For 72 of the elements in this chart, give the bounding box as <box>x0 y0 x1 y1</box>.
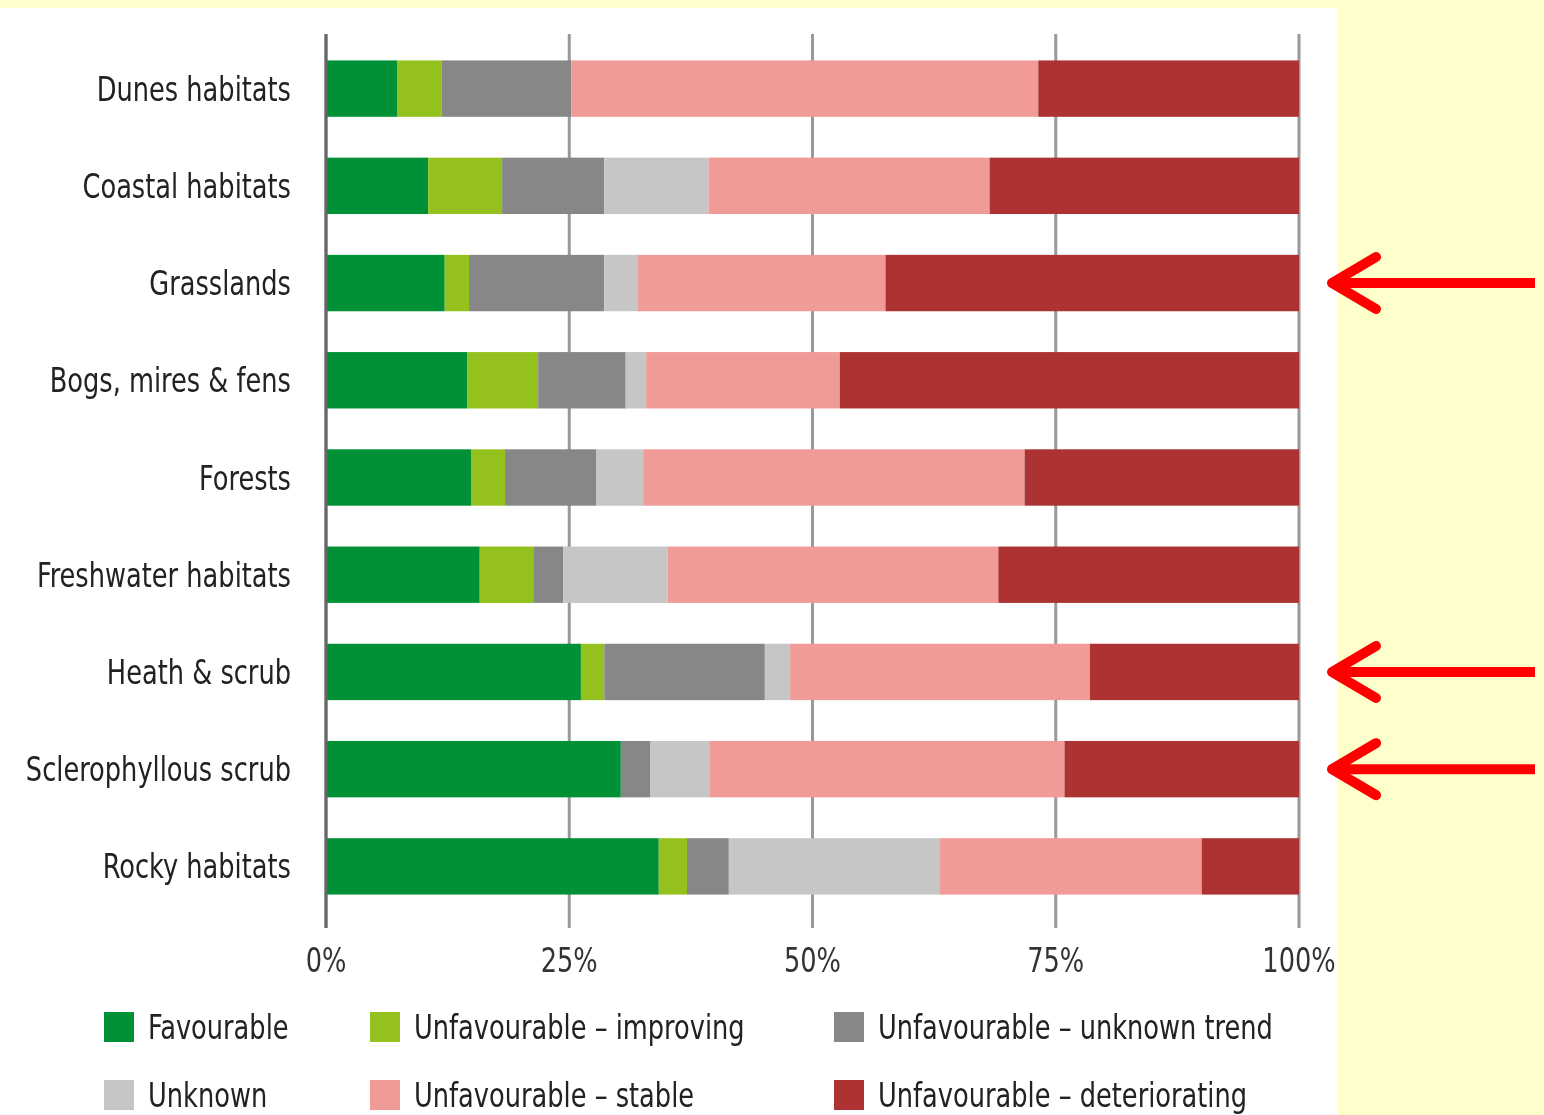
bar <box>326 740 621 798</box>
bar <box>646 352 840 409</box>
x-tick-label: 0% <box>305 940 347 980</box>
bar <box>620 740 651 798</box>
bar <box>470 449 506 506</box>
bar <box>469 254 605 312</box>
bar <box>728 838 940 895</box>
bar <box>643 449 1025 506</box>
bar <box>444 254 470 312</box>
x-tick-label: 50% <box>783 940 842 980</box>
y-tick-label: Dunes habitats <box>96 69 291 109</box>
y-tick-label: Rocky habitats <box>102 846 291 886</box>
bar <box>533 546 564 603</box>
y-tick-label: Bogs, mires & fens <box>49 360 291 400</box>
y-tick-label: Heath & scrub <box>106 652 291 692</box>
bar <box>764 643 791 701</box>
bar <box>326 60 398 117</box>
bar <box>667 546 999 603</box>
bar <box>885 254 1299 312</box>
bar <box>709 740 1065 798</box>
bar <box>604 157 709 215</box>
bar <box>326 838 659 895</box>
bar <box>1064 740 1299 798</box>
bar <box>686 838 729 895</box>
bar <box>326 254 445 312</box>
bar <box>1201 838 1299 895</box>
bar <box>502 157 605 215</box>
legend-label: Unknown <box>148 1075 268 1115</box>
bar <box>563 546 668 603</box>
bar <box>571 60 1039 117</box>
bar <box>1089 643 1299 701</box>
bar <box>839 352 1299 409</box>
bar <box>604 643 765 701</box>
bar <box>708 157 990 215</box>
bar <box>326 449 471 506</box>
bar <box>580 643 605 701</box>
legend-label: Favourable <box>148 1007 289 1047</box>
legend-label: Unfavourable – improving <box>414 1007 745 1047</box>
y-tick-label: Forests <box>199 458 291 498</box>
bar <box>467 352 539 409</box>
x-tick-label: 75% <box>1027 940 1085 980</box>
bar <box>1038 60 1299 117</box>
x-tick-label: 25% <box>540 940 598 980</box>
bar <box>326 157 429 215</box>
y-tick-label: Coastal habitats <box>82 166 291 206</box>
x-tick-label: 100% <box>1262 940 1336 980</box>
bar <box>505 449 597 506</box>
y-tick-label: Sclerophyllous scrub <box>25 749 291 789</box>
y-tick-label: Freshwater habitats <box>36 555 291 595</box>
bar <box>989 157 1299 215</box>
legend-label: Unfavourable – stable <box>414 1075 695 1115</box>
bar <box>790 643 1090 701</box>
bar <box>326 352 468 409</box>
bar <box>604 254 638 312</box>
bar <box>625 352 647 409</box>
bar <box>658 838 687 895</box>
bar <box>397 60 442 117</box>
bar <box>538 352 626 409</box>
legend-label: Unfavourable – deteriorating <box>878 1075 1248 1115</box>
bar <box>441 60 572 117</box>
bar <box>1024 449 1299 506</box>
bar <box>650 740 710 798</box>
bar <box>998 546 1299 603</box>
bar <box>428 157 503 215</box>
bar <box>939 838 1202 895</box>
bar <box>326 546 480 603</box>
bar <box>326 643 581 701</box>
bar <box>637 254 886 312</box>
legend-label: Unfavourable – unknown trend <box>878 1007 1273 1047</box>
y-tick-label: Grasslands <box>149 263 291 303</box>
bar <box>479 546 534 603</box>
bar <box>596 449 644 506</box>
